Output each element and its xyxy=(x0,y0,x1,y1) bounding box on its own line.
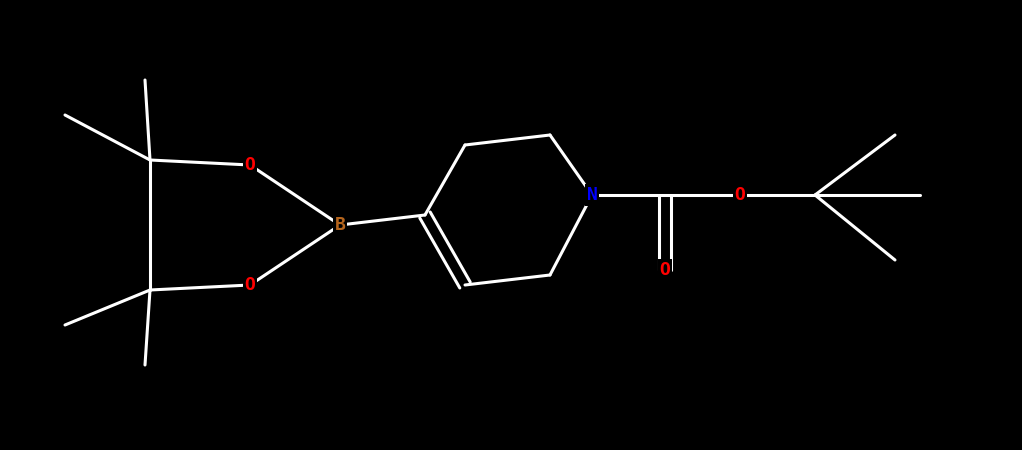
Text: O: O xyxy=(244,276,256,294)
Text: O: O xyxy=(659,261,670,279)
Text: N: N xyxy=(587,186,598,204)
Text: O: O xyxy=(735,186,745,204)
Text: B: B xyxy=(334,216,345,234)
Text: O: O xyxy=(244,156,256,174)
